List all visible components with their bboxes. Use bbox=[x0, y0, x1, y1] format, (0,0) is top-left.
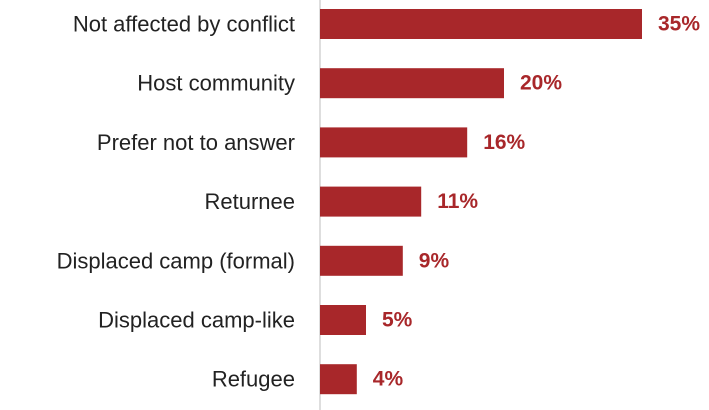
category-label: Host community bbox=[137, 71, 295, 96]
bars bbox=[320, 9, 642, 395]
value-label: 5% bbox=[382, 309, 413, 332]
category-label: Not affected by conflict bbox=[73, 12, 295, 37]
bar bbox=[320, 305, 366, 335]
category-label: Displaced camp (formal) bbox=[57, 248, 295, 273]
bar bbox=[320, 364, 357, 395]
category-label: Prefer not to answer bbox=[97, 130, 295, 155]
category-label: Displaced camp-like bbox=[98, 308, 295, 333]
value-label: 9% bbox=[419, 249, 450, 272]
value-label: 20% bbox=[520, 72, 562, 95]
bar bbox=[320, 186, 422, 217]
category-label: Refugee bbox=[212, 367, 295, 392]
value-labels: 35% 20% 16% 11% 9% 5% 4% bbox=[373, 13, 701, 391]
value-label: 4% bbox=[373, 368, 404, 391]
value-label: 11% bbox=[437, 190, 478, 213]
category-labels: Not affected by conflict Host community Pr… bbox=[57, 12, 295, 392]
category-label: Returnee bbox=[204, 189, 295, 214]
bar bbox=[320, 127, 468, 158]
bar bbox=[320, 9, 642, 39]
bar bbox=[320, 245, 403, 276]
bar bbox=[320, 68, 504, 99]
value-label: 35% bbox=[658, 13, 700, 36]
value-label: 16% bbox=[483, 131, 525, 154]
